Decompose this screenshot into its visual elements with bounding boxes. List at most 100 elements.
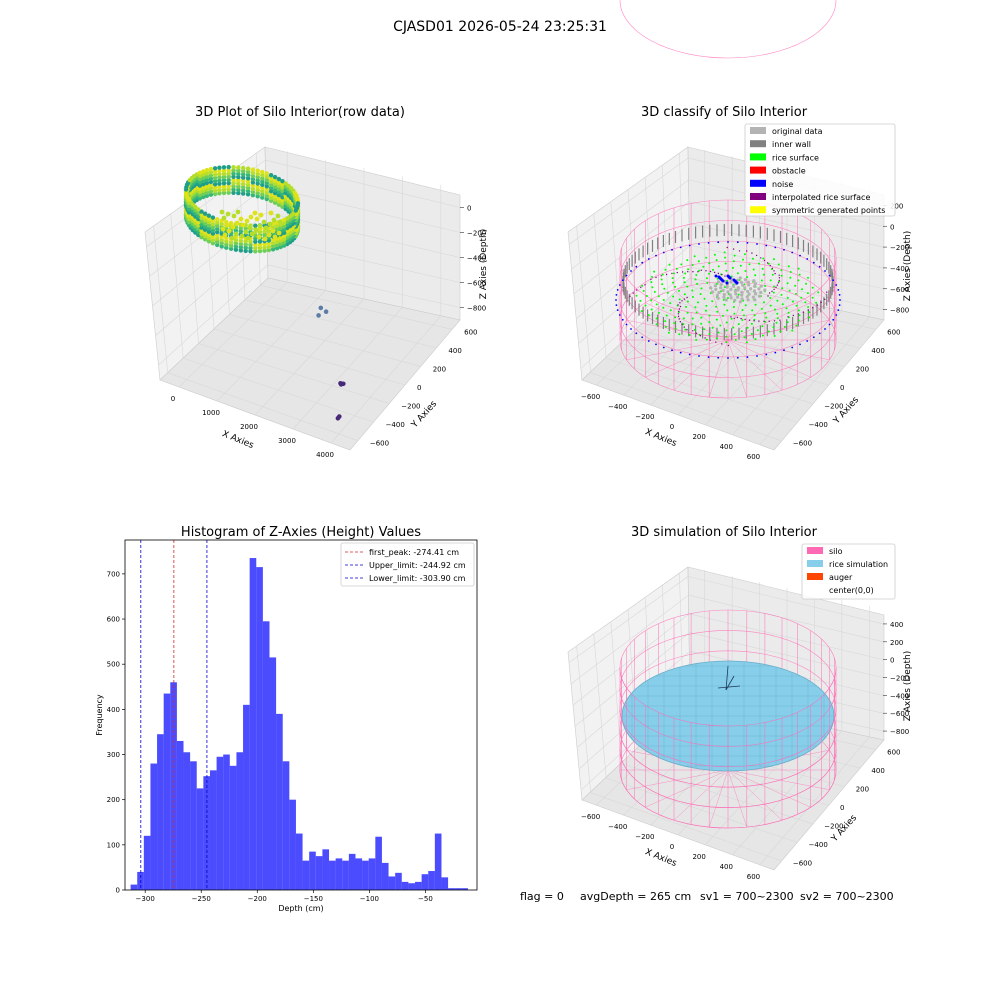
raw-point — [221, 187, 227, 192]
rice-surface-point — [737, 293, 740, 296]
raw-point — [243, 229, 249, 235]
original-point — [713, 284, 718, 288]
raw-point — [238, 238, 243, 243]
legend-label: Lower_limit: -303.90 cm — [369, 574, 466, 583]
rice-surface-point — [781, 287, 784, 290]
rice-surface-point — [725, 321, 728, 324]
interpolated-point — [683, 298, 686, 300]
raw-point — [241, 188, 246, 193]
raw-point — [253, 236, 258, 241]
raw-point — [219, 209, 225, 215]
rice-surface-point — [717, 265, 720, 268]
raw-point — [212, 175, 218, 181]
rice-surface-point — [669, 302, 672, 305]
legend-label: obstacle — [772, 167, 806, 176]
legend-swatch — [807, 573, 823, 580]
legend-label: Upper_limit: -244.92 cm — [369, 561, 466, 570]
raw-point — [260, 176, 265, 181]
raw-point — [199, 212, 204, 217]
raw-point — [250, 173, 256, 179]
interpolated-point — [681, 271, 684, 273]
panel-classify-title: 3D classify of Silo Interior — [641, 105, 808, 120]
silo-spoke — [626, 319, 729, 341]
legend-swatch — [750, 206, 766, 214]
rice-surface-point — [715, 305, 717, 308]
rice-surface-point — [708, 272, 710, 275]
auger-marker — [717, 665, 741, 691]
raw-point — [255, 187, 260, 193]
raw-point — [278, 238, 283, 243]
rice-surface-point — [664, 268, 667, 271]
noise-point — [783, 349, 785, 352]
raw-point — [264, 174, 269, 179]
y-tick-label: 200 — [856, 785, 869, 793]
z-tick-label: −400 — [467, 255, 486, 263]
interpolated-point — [730, 316, 732, 318]
rice-surface-point — [655, 317, 658, 320]
raw-point — [202, 211, 208, 216]
raw-point — [252, 210, 258, 216]
original-point — [746, 280, 751, 284]
rice-surface-point — [786, 321, 789, 324]
histogram-bar — [262, 621, 270, 890]
raw-point — [241, 169, 246, 174]
raw-point — [257, 248, 263, 254]
rice-surface-point — [661, 283, 664, 286]
noise-point — [671, 248, 673, 251]
silo-spoke — [727, 339, 748, 398]
rice-surface-point — [733, 254, 736, 257]
raw-point — [217, 191, 222, 196]
panel-simulation-title: 3D simulation of Silo Interior — [631, 525, 818, 540]
raw-point — [206, 235, 212, 241]
raw-point — [260, 195, 265, 200]
raw-point — [204, 168, 210, 173]
original-point — [728, 293, 733, 297]
y-tick-label: 600 — [887, 328, 900, 336]
raw-point — [215, 242, 220, 248]
raw-point — [204, 177, 210, 182]
x-tick-label: −200 — [635, 833, 654, 841]
z-tick-label: 0 — [890, 223, 894, 231]
rice-surface-point — [655, 323, 658, 326]
raw-point — [276, 189, 282, 195]
y-tick-label: −600 — [370, 440, 389, 448]
gridline — [606, 777, 797, 843]
rice-surface-point — [785, 307, 788, 310]
interpolated-point — [751, 252, 753, 254]
rice-surface-point — [720, 290, 722, 293]
interpolated-point — [738, 250, 741, 252]
rice-surface-point — [685, 305, 687, 308]
original-point — [738, 276, 742, 280]
raw-point — [219, 241, 224, 246]
raw-point — [229, 235, 235, 241]
histogram-bar — [302, 860, 310, 890]
original-point — [745, 295, 749, 299]
interpolated-point — [665, 273, 668, 276]
raw-point — [272, 197, 278, 202]
rice-surface-point — [724, 262, 727, 265]
noise-point — [774, 246, 777, 249]
outlier-point — [335, 416, 341, 421]
raw-point — [226, 180, 231, 186]
legend-label: inner wall — [772, 140, 811, 149]
raw-point — [270, 224, 276, 230]
rice-surface-point — [797, 279, 800, 282]
silo-spoke — [727, 339, 783, 391]
raw-point — [281, 217, 287, 223]
interpolated-point — [704, 337, 706, 339]
histogram-bar — [143, 835, 151, 890]
interpolated-point — [681, 300, 683, 302]
rice-surface-point — [761, 307, 763, 310]
noise-point — [615, 294, 618, 296]
raw-point — [215, 236, 220, 241]
rice-surface-point — [789, 276, 792, 279]
interpolated-point — [778, 274, 780, 276]
rice-surface-point — [708, 321, 711, 324]
rice-surface-point — [764, 320, 767, 323]
rice-surface-point — [789, 271, 792, 273]
silo-spoke — [626, 769, 729, 791]
rice-surface-point — [738, 279, 741, 281]
z-axis-label: Z Axies (Depth) — [479, 229, 489, 300]
rice-surface-point — [693, 255, 696, 258]
raw-point — [210, 225, 216, 230]
